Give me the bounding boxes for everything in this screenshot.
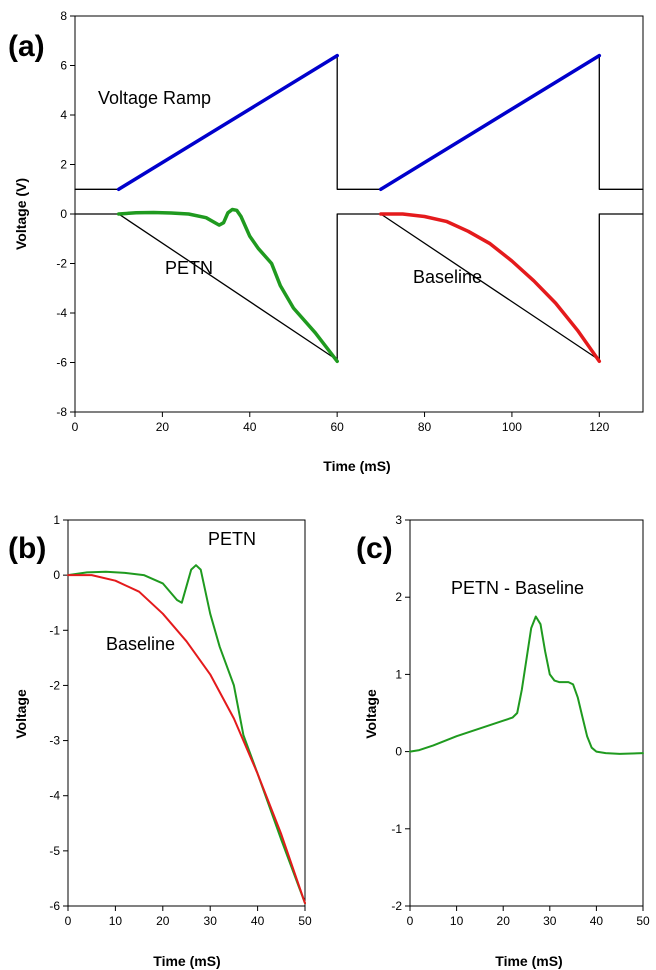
petn-annotation-b: PETN — [208, 529, 256, 549]
panel-c-y-axis-title: Voltage — [363, 689, 379, 739]
panel-a-series-petn — [116, 207, 339, 364]
panel-a-series-trace-2 — [116, 53, 339, 192]
panel-b-series-petn — [67, 564, 306, 905]
panel-a-y-tick-label: 4 — [60, 108, 67, 122]
panel-c-y-tick-label: -2 — [391, 899, 402, 913]
panel-c-y-tick-label: 2 — [395, 590, 402, 604]
panel-a-y-tick-label: -2 — [56, 257, 67, 271]
panel-a: (a) Voltage Ramp PETN Baseline Time (mS)… — [8, 9, 644, 474]
panel-b: (b) PETN Baseline Time (mS) Voltage 0 10 2… — [8, 513, 312, 969]
panel-b-y-axis-title: Voltage — [13, 689, 29, 739]
panel-b-x-axis-title: Time (mS) — [153, 953, 220, 969]
petn-minus-baseline-annotation: PETN - Baseline — [451, 578, 584, 598]
panel-a-y-tick-label: -4 — [56, 306, 67, 320]
panel-c-x-axis-title: Time (mS) — [495, 953, 562, 969]
panel-a-y-axis-title: Voltage (V) — [13, 178, 29, 250]
panel-a-y-tick-label: -8 — [56, 405, 67, 419]
panel-b-plot-frame — [67, 519, 306, 907]
panel-a-x-tick-label: 40 — [243, 420, 257, 434]
panel-c-x-tick-label: 10 — [450, 914, 464, 928]
panel-b-x-tick-label: 30 — [204, 914, 218, 928]
panel-a-y-tick-label: 0 — [60, 207, 67, 221]
voltage-ramp-annotation: Voltage Ramp — [98, 88, 211, 108]
panel-c-y-tick-label: 1 — [395, 667, 402, 681]
panel-c-label: (c) — [356, 532, 393, 565]
panel-a-y-tick-label: 2 — [60, 158, 67, 172]
panel-b-x-tick-label: 0 — [65, 914, 72, 928]
panel-a-series-trace-3 — [379, 53, 602, 192]
panel-a-series-trace-1 — [74, 213, 644, 361]
petn-annotation-a: PETN — [165, 258, 213, 278]
panel-c-x-tick-label: 40 — [590, 914, 604, 928]
panel-a-x-tick-label: 120 — [589, 420, 609, 434]
panel-a-y-tick-label: 6 — [60, 59, 67, 73]
panel-b-y-tick-label: -1 — [49, 623, 60, 637]
panel-c-y-tick-label: 3 — [395, 513, 402, 527]
panel-b-y-tick-label: 0 — [53, 568, 60, 582]
panel-b-y-tick-label: -5 — [49, 844, 60, 858]
panel-a-series-baseline — [379, 212, 602, 364]
panel-c-x-tick-label: 20 — [497, 914, 511, 928]
baseline-annotation-a: Baseline — [413, 267, 482, 287]
panel-c-series-petn-baseline — [409, 615, 644, 755]
panel-b-label: (b) — [8, 532, 46, 565]
panel-b-y-tick-label: -6 — [49, 899, 60, 913]
panel-a-x-tick-label: 60 — [330, 420, 344, 434]
panel-a-x-tick-label: 100 — [502, 420, 522, 434]
panel-b-series-baseline — [67, 574, 306, 905]
panel-a-x-tick-label: 80 — [418, 420, 432, 434]
panel-a-x-axis-title: Time (mS) — [323, 458, 390, 474]
panel-b-x-tick-label: 20 — [156, 914, 170, 928]
panel-a-x-tick-label: 0 — [72, 420, 79, 434]
panel-c-plot-frame — [409, 519, 644, 907]
panel-b-x-tick-label: 10 — [109, 914, 123, 928]
panel-c-x-tick-label: 0 — [407, 914, 414, 928]
panel-c-x-tick-label: 50 — [636, 914, 650, 928]
panel-b-y-tick-label: 1 — [53, 513, 60, 527]
panel-a-y-tick-label: 8 — [60, 9, 67, 23]
panel-c-y-tick-label: -1 — [391, 822, 402, 836]
panel-a-x-tick-label: 20 — [156, 420, 170, 434]
panel-b-y-tick-label: -2 — [49, 678, 60, 692]
panel-c-x-tick-label: 30 — [543, 914, 557, 928]
panel-a-series-trace-0 — [74, 54, 644, 190]
panel-c-y-tick-label: 0 — [395, 745, 402, 759]
panel-b-x-tick-label: 50 — [298, 914, 312, 928]
panel-c: (c) PETN - Baseline Time (mS) Voltage 0 1… — [356, 513, 650, 969]
panel-b-y-tick-label: -3 — [49, 734, 60, 748]
panel-a-label: (a) — [8, 30, 45, 63]
panel-b-x-tick-label: 40 — [251, 914, 265, 928]
panel-b-y-tick-label: -4 — [49, 789, 60, 803]
baseline-annotation-b: Baseline — [106, 634, 175, 654]
panel-a-y-tick-label: -6 — [56, 356, 67, 370]
